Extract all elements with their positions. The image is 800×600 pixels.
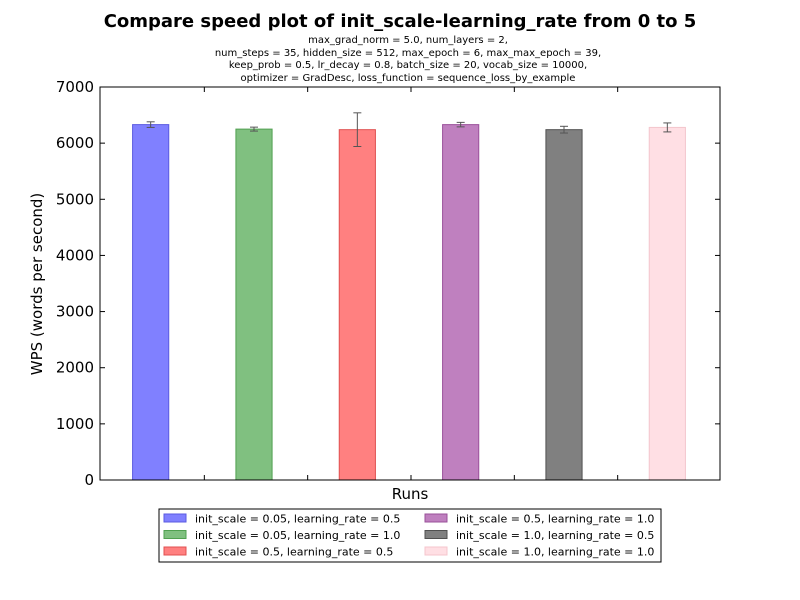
bar-4 <box>442 124 480 481</box>
legend-label-1: init_scale = 0.05, learning_rate = 0.5 <box>195 513 400 526</box>
bar-6 <box>648 126 686 481</box>
y-tick-label-1: 1000 <box>56 415 94 433</box>
legend-label-6: init_scale = 1.0, learning_rate = 1.0 <box>456 546 654 559</box>
bar-1 <box>132 124 170 481</box>
legend-swatch-1 <box>163 513 187 523</box>
bars-group <box>132 124 686 481</box>
y-axis: 0 1000 2000 3000 4000 5000 6000 7000 <box>56 78 720 489</box>
y-tick-label-6: 6000 <box>56 134 94 152</box>
error-bars-group <box>146 112 672 148</box>
legend-swatch-2 <box>163 530 187 539</box>
y-tick-label-0: 0 <box>84 471 94 489</box>
legend-label-2: init_scale = 0.05, learning_rate = 1.0 <box>195 529 400 542</box>
legend-label-3: init_scale = 0.5, learning_rate = 0.5 <box>195 546 393 559</box>
legend: init_scale = 0.05, learning_rate = 0.5 in… <box>158 508 662 563</box>
x-axis-label: Runs <box>392 485 429 503</box>
y-axis-label: WPS (words per second) <box>28 193 46 376</box>
legend-swatch-3 <box>163 546 187 556</box>
chart-subtitle-line-4: optimizer = GradDesc, loss_function = se… <box>241 73 576 84</box>
bar-2 <box>235 128 273 481</box>
x-axis-ticks <box>203 87 619 480</box>
y-tick-label-2: 2000 <box>56 359 94 377</box>
chart-subtitle-line-3: keep_prob = 0.5, lr_decay = 0.8, batch_s… <box>229 60 587 71</box>
legend-label-4: init_scale = 0.5, learning_rate = 1.0 <box>456 513 654 526</box>
legend-swatch-4 <box>424 513 448 523</box>
chart-subtitle-line-1: max_grad_norm = 5.0, num_layers = 2, <box>308 35 508 46</box>
y-tick-label-5: 5000 <box>56 190 94 208</box>
legend-label-5: init_scale = 1.0, learning_rate = 0.5 <box>456 529 654 542</box>
y-tick-label-7: 7000 <box>56 78 94 96</box>
chart-title: Compare speed plot of init_scale-learnin… <box>104 11 697 32</box>
chart-subtitle-line-2: num_steps = 35, hidden_size = 512, max_e… <box>215 48 601 59</box>
bar-5 <box>545 129 583 481</box>
legend-swatch-5 <box>424 530 448 539</box>
legend-swatch-6 <box>424 546 448 556</box>
y-tick-label-4: 4000 <box>56 246 94 264</box>
bar-3 <box>338 129 376 481</box>
y-tick-label-3: 3000 <box>56 303 94 321</box>
legend-frame <box>158 508 662 563</box>
plot-frame <box>99 86 721 481</box>
